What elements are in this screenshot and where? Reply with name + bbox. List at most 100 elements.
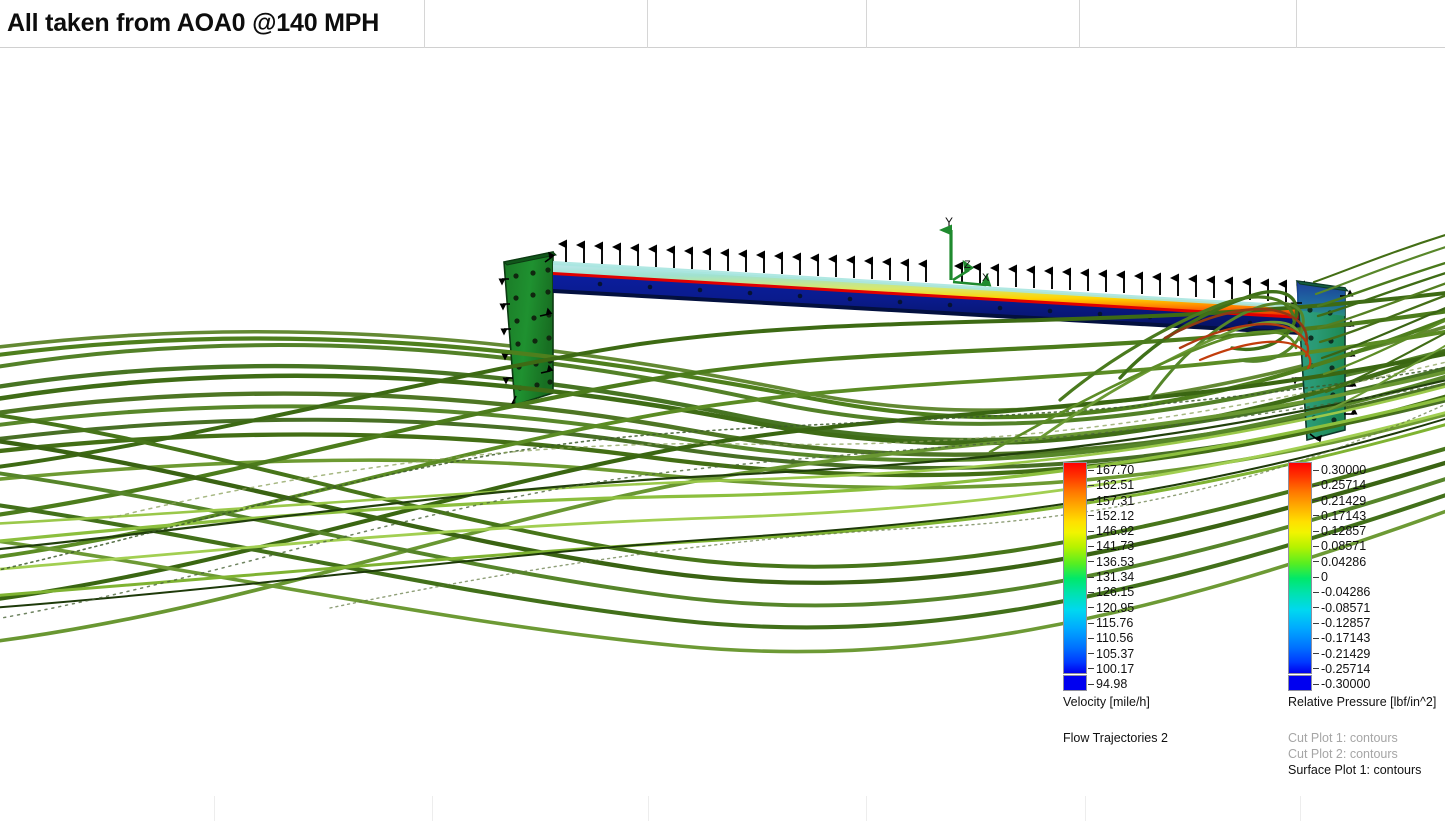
- velocity-colorbar-tick: [1088, 546, 1094, 547]
- velocity-colorbar-tick: [1088, 469, 1094, 471]
- axis-label-x: X: [982, 272, 990, 284]
- pressure-legend[interactable]: 0.30000 0.25714 0.21429 0.17143 0.12857 0.085…: [1288, 462, 1436, 778]
- flow-trajectories-near: [0, 234, 1445, 654]
- pressure-colorbar-tick: [1313, 500, 1319, 502]
- grid-col-tick: [214, 796, 215, 821]
- title-cell[interactable]: All taken from AOA0 @140 MPH: [0, 0, 424, 47]
- velocity-legend-captions: Flow Trajectories 2: [1063, 730, 1168, 746]
- velocity-colorbar-tick: [1088, 637, 1094, 639]
- velocity-colorbar-tick: [1088, 515, 1094, 517]
- pressure-legend-value: 0.21429: [1321, 493, 1367, 508]
- pressure-colorbar-tick: [1313, 546, 1319, 547]
- velocity-colorbar-ticks: [1087, 462, 1094, 691]
- pressure-colorbar-tick: [1313, 561, 1319, 563]
- pressure-colorbar-min-block: [1288, 675, 1312, 691]
- pressure-colorbar-tick: [1313, 530, 1319, 532]
- velocity-legend-value: 146.92: [1096, 524, 1135, 539]
- velocity-colorbar-tick: [1088, 622, 1094, 624]
- velocity-colorbar-gradient: [1063, 462, 1087, 674]
- pressure-legend-value: -0.30000: [1321, 677, 1371, 692]
- velocity-legend-value: 115.76: [1096, 615, 1134, 630]
- pressure-legend-title: Relative Pressure [lbf/in^2]: [1288, 695, 1437, 710]
- pressure-colorbar-tick: [1313, 622, 1319, 624]
- pressure-colorbar-tick: [1313, 576, 1319, 578]
- grid-col-line: [647, 0, 648, 48]
- velocity-colorbar-tick: [1088, 561, 1094, 563]
- pressure-legend-captions: Cut Plot 1: contours Cut Plot 2: contours…: [1288, 730, 1436, 778]
- pressure-colorbar-tick: [1313, 591, 1319, 593]
- pressure-legend-value: 0.30000: [1321, 463, 1367, 477]
- grid-col-line: [1296, 0, 1297, 48]
- pressure-colorbar[interactable]: [1288, 462, 1319, 691]
- left-endplate: [498, 251, 558, 407]
- pressure-legend-value: -0.12857: [1321, 615, 1371, 630]
- velocity-legend-value: 157.31: [1096, 493, 1135, 508]
- velocity-legend-value: 141.73: [1096, 539, 1135, 554]
- velocity-legend-values: 167.70 162.51 157.31 152.12 146.92 141.73 136.…: [1096, 462, 1134, 692]
- pressure-legend-value: 0.17143: [1321, 508, 1367, 523]
- pressure-legend-value: -0.08571: [1321, 600, 1371, 615]
- pressure-colorbar-tick: [1313, 668, 1319, 670]
- pressure-legend-value: 0: [1321, 570, 1328, 585]
- velocity-colorbar-tick: [1088, 607, 1094, 609]
- velocity-legend-value: 105.37: [1096, 646, 1135, 661]
- pressure-colorbar-tick: [1313, 637, 1319, 639]
- grid-col-tick: [866, 796, 867, 821]
- velocity-legend-value: 110.56: [1096, 631, 1134, 646]
- wing-assembly: Y Z X: [498, 215, 1358, 443]
- grid-col-tick: [1085, 796, 1086, 821]
- velocity-legend-title: Velocity [mile/h]: [1063, 695, 1150, 710]
- grid-col-tick: [1300, 796, 1301, 821]
- grid-col-line: [866, 0, 867, 48]
- velocity-colorbar-tick: [1088, 653, 1094, 655]
- pressure-colorbar-tick: [1313, 515, 1319, 517]
- pressure-legend-value: 0.08571: [1321, 539, 1367, 554]
- velocity-colorbar[interactable]: [1063, 462, 1094, 691]
- pressure-legend-caption: Surface Plot 1: contours: [1288, 763, 1422, 778]
- pressure-legend-caption: Cut Plot 1: contours: [1288, 731, 1398, 746]
- velocity-legend-value: 131.34: [1096, 570, 1135, 585]
- velocity-colorbar-tick: [1088, 530, 1094, 532]
- pressure-colorbar-tick: [1313, 683, 1319, 685]
- lift-vector-arrows: [558, 239, 1305, 303]
- velocity-legend-value: 126.15: [1096, 585, 1135, 600]
- pressure-legend-value: -0.04286: [1321, 585, 1371, 600]
- cfd-viewport[interactable]: Y Z X: [0, 48, 1445, 788]
- pressure-legend-caption: Cut Plot 2: contours: [1288, 747, 1398, 762]
- velocity-legend[interactable]: 167.70 162.51 157.31 152.12 146.92 141.73 136.…: [1063, 462, 1168, 746]
- velocity-legend-value: 152.12: [1096, 508, 1135, 523]
- pressure-colorbar-tick: [1313, 653, 1319, 655]
- velocity-legend-value: 136.53: [1096, 554, 1135, 569]
- cfd-3d-scene: Y Z X: [0, 215, 1445, 654]
- velocity-legend-value: 94.98: [1096, 677, 1128, 692]
- page-title: All taken from AOA0 @140 MPH: [7, 9, 380, 37]
- pressure-legend-value: -0.21429: [1321, 646, 1371, 661]
- velocity-legend-value: 120.95: [1096, 600, 1135, 615]
- pressure-legend-value: 0.25714: [1321, 478, 1367, 493]
- pressure-colorbar-tick: [1313, 484, 1319, 486]
- axis-label-y: Y: [945, 215, 953, 229]
- pressure-colorbar-tick: [1313, 607, 1319, 609]
- pressure-legend-value: 0.12857: [1321, 524, 1367, 539]
- velocity-colorbar-tick: [1088, 683, 1094, 685]
- grid-col-tick: [648, 796, 649, 821]
- velocity-colorbar-tick: [1088, 591, 1094, 593]
- pressure-legend-value: 0.04286: [1321, 554, 1367, 569]
- grid-col-line: [1079, 0, 1080, 48]
- pressure-legend-values: 0.30000 0.25714 0.21429 0.17143 0.12857 0.085…: [1321, 462, 1370, 692]
- velocity-colorbar-min-block: [1063, 675, 1087, 691]
- velocity-colorbar-tick: [1088, 668, 1094, 670]
- pressure-colorbar-gradient: [1288, 462, 1312, 674]
- velocity-legend-value: 162.51: [1096, 478, 1135, 493]
- coordinate-axes-triad: Y Z X: [939, 215, 992, 287]
- grid-col-line: [424, 0, 425, 48]
- grid-col-tick: [432, 796, 433, 821]
- pressure-colorbar-ticks: [1312, 462, 1319, 691]
- velocity-legend-value: 100.17: [1096, 661, 1135, 676]
- axis-label-z: Z: [964, 259, 971, 271]
- pressure-legend-value: -0.25714: [1321, 661, 1371, 676]
- velocity-colorbar-tick: [1088, 484, 1094, 486]
- velocity-legend-value: 167.70: [1096, 463, 1135, 477]
- velocity-legend-caption: Flow Trajectories 2: [1063, 731, 1168, 746]
